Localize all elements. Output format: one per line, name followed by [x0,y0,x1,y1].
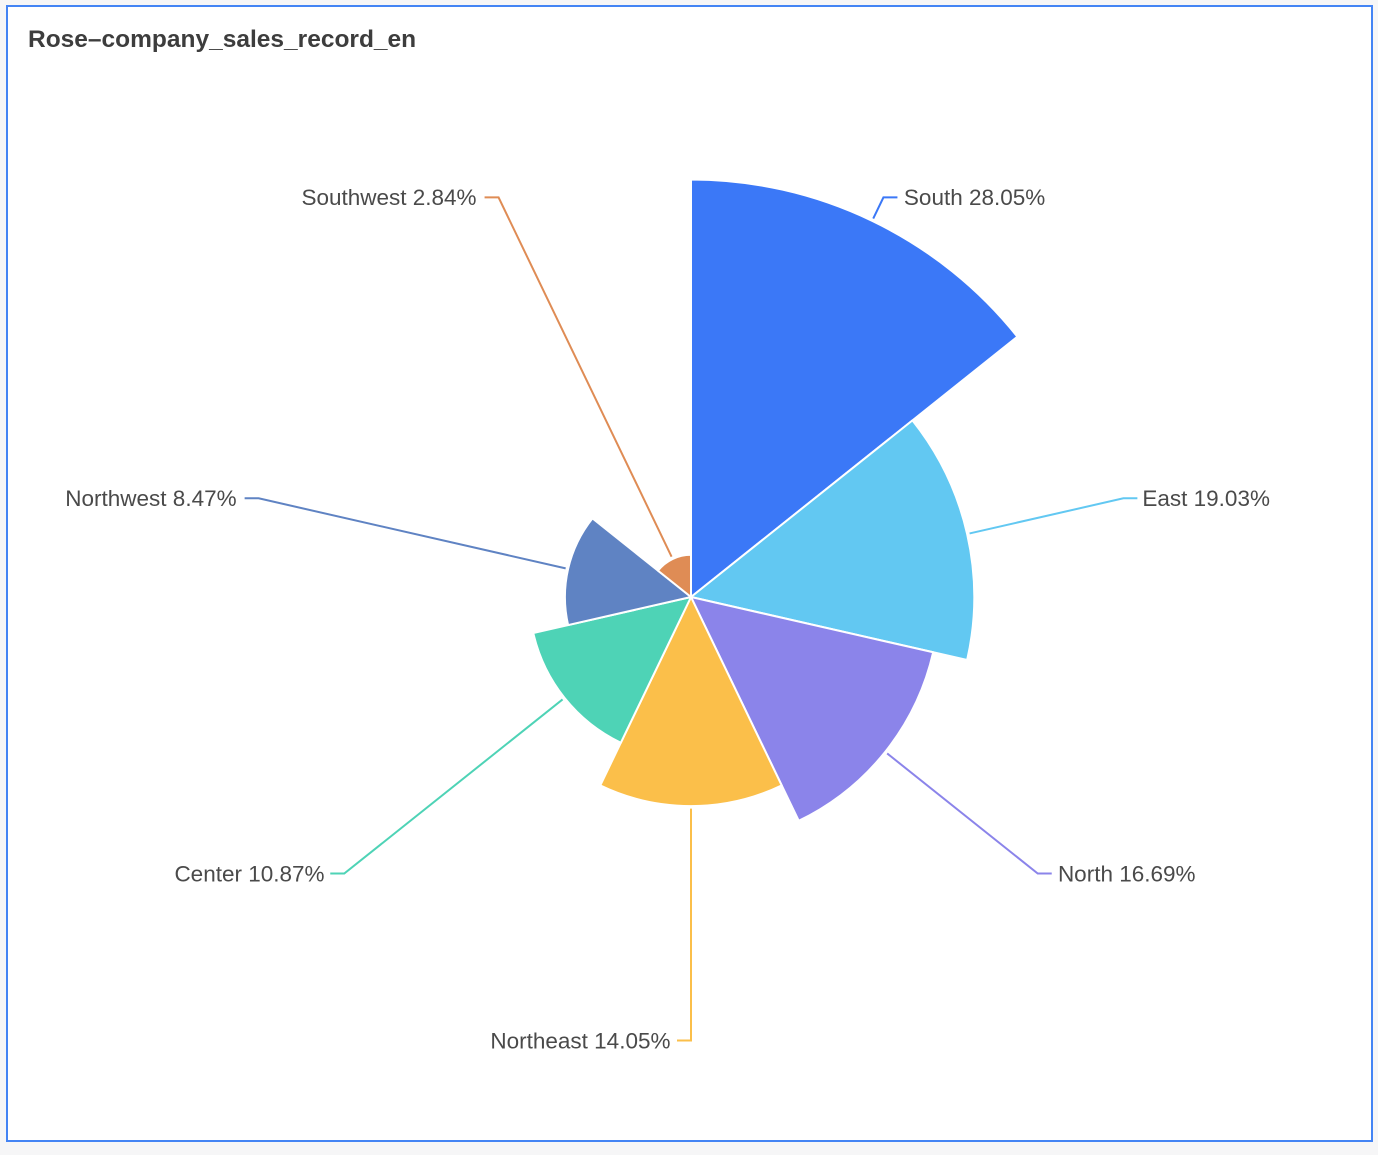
svg-text:North 16.69%: North 16.69% [1058,861,1196,886]
svg-text:Northeast 14.05%: Northeast 14.05% [490,1028,670,1053]
svg-text:Northwest 8.47%: Northwest 8.47% [65,486,236,511]
svg-text:Center 10.87%: Center 10.87% [174,861,324,886]
svg-text:East 19.03%: East 19.03% [1142,486,1270,511]
svg-text:Southwest 2.84%: Southwest 2.84% [301,185,476,210]
svg-text:South 28.05%: South 28.05% [904,185,1045,210]
